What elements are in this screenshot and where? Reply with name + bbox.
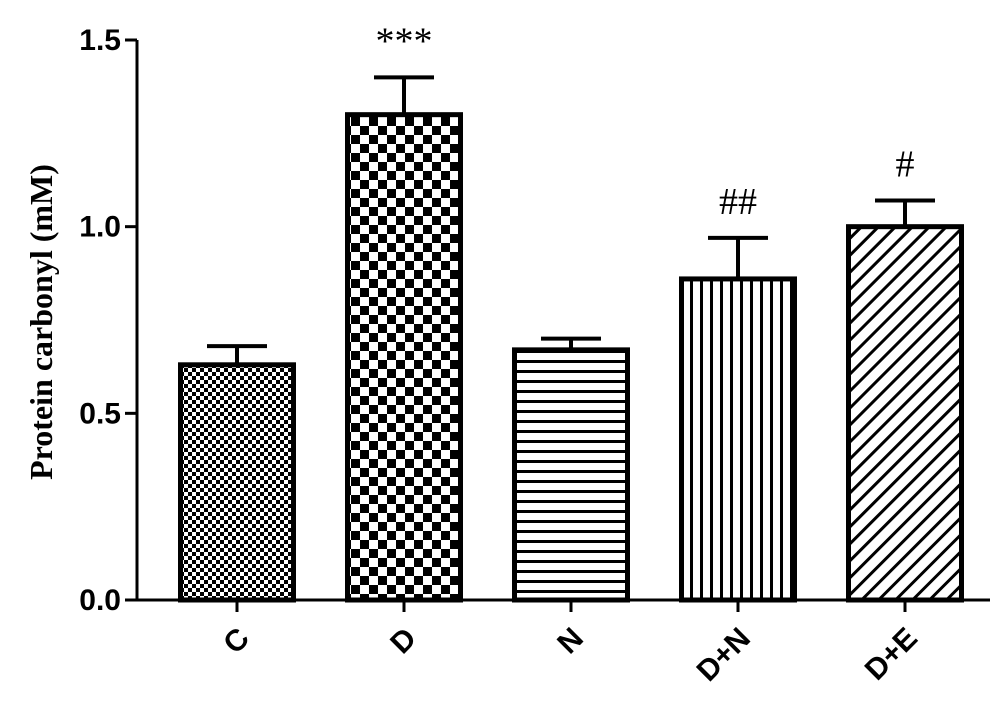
bar-c xyxy=(178,362,296,603)
x-tick-labels: C D N D+N D+E xyxy=(217,622,924,688)
y-tick-label: 0.5 xyxy=(79,397,121,430)
significance-label: # xyxy=(896,144,915,186)
y-axis-title-group: Protein carbonyl (mM) xyxy=(23,164,59,480)
x-tick-label: D xyxy=(384,622,423,661)
y-tick-label: 0.0 xyxy=(79,584,121,617)
bar-d-plus-e xyxy=(846,224,964,603)
y-axis-title: Protein carbonyl (mM) xyxy=(23,164,59,480)
significance-label: ## xyxy=(719,181,757,223)
significance-label: *** xyxy=(376,20,433,62)
bar-n xyxy=(512,347,630,603)
significance-annotations: ***### xyxy=(376,20,915,223)
error-bars xyxy=(207,75,935,365)
bars xyxy=(178,112,964,603)
y-tick-label: 1.5 xyxy=(79,24,121,57)
x-tick-label: C xyxy=(217,622,256,661)
y-ticks: 0.0 0.5 1.0 1.5 xyxy=(79,24,137,617)
x-tick-label: D+E xyxy=(859,622,924,687)
x-tick-label: N xyxy=(551,622,590,661)
bar-d-plus-n xyxy=(679,276,797,603)
x-tick-label: D+N xyxy=(691,622,757,688)
y-tick-label: 1.0 xyxy=(79,211,121,244)
bar-d xyxy=(345,112,463,603)
